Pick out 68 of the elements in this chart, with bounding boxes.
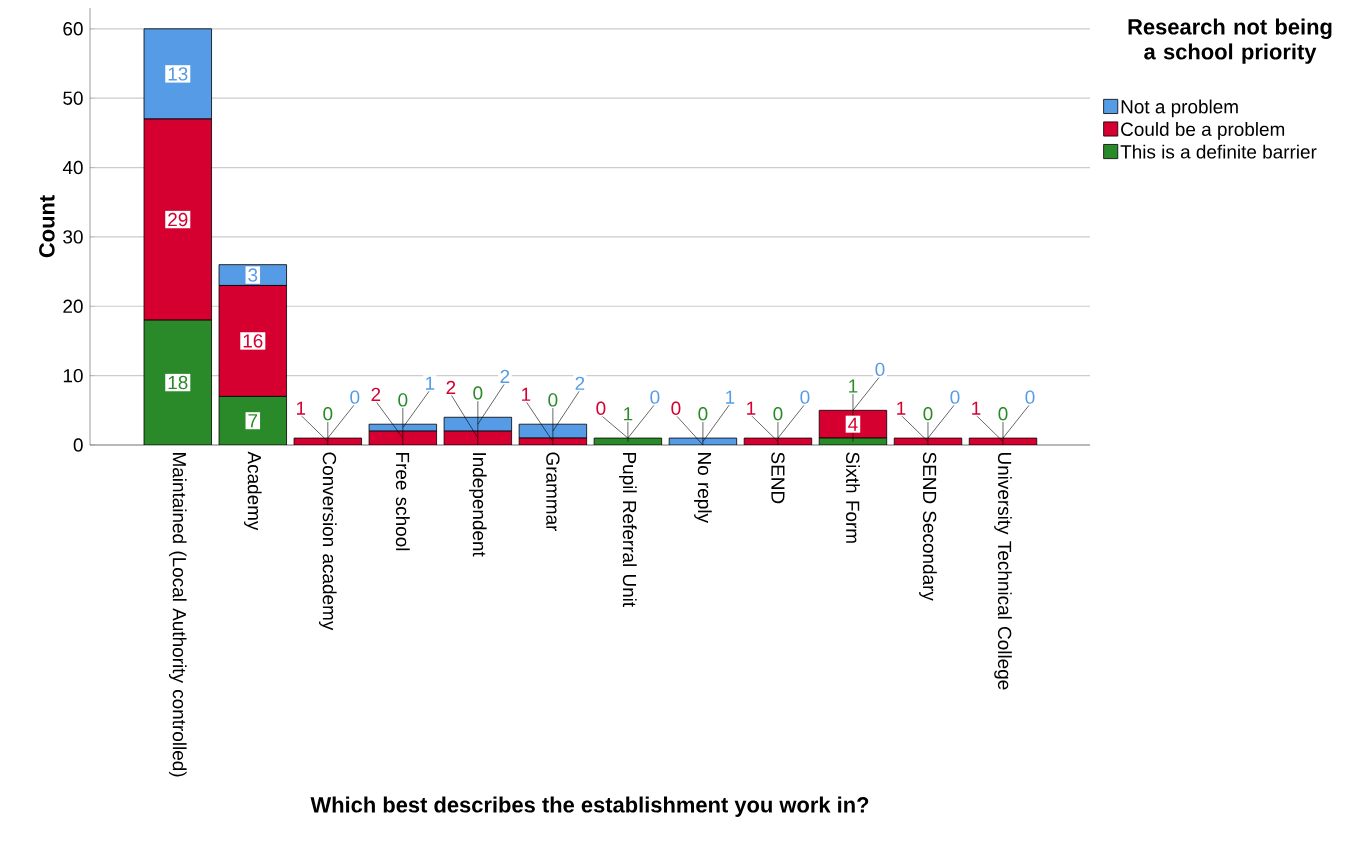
data-label: 0 [1025,390,1035,404]
bar [218,396,287,445]
data-label: 0 [773,407,783,421]
bar [218,285,287,397]
y-tick-label: 60 [63,22,83,36]
bar [143,118,212,321]
data-label: 1 [897,401,906,415]
bar [143,319,212,445]
data-label: 1 [726,390,735,404]
bar [818,409,888,439]
legend-label: Could be a problem [1121,122,1285,140]
data-label: 1 [747,401,756,415]
data-label: 2 [575,376,585,390]
data-label: 1 [426,376,435,390]
data-label: 4 [848,417,858,431]
x-tick-label: University Technical College [994,452,1012,690]
x-tick-label: Independent [469,453,487,557]
x-tick-label: Conversion academy [319,452,337,631]
data-label: 0 [875,362,885,377]
data-label: 7 [248,414,258,428]
x-axis-title: Which best describes the establishment you work in? [310,796,869,817]
data-label: 13 [168,67,188,81]
y-tick-label: 10 [63,368,83,383]
x-tick-label: SEND [771,452,785,504]
data-label: 16 [243,334,263,348]
data-label: 0 [671,401,681,415]
data-label: 1 [296,401,306,415]
data-label: 0 [650,390,660,404]
legend-title: Research not being a school priority [1128,18,1332,64]
y-axis-title: Count [39,195,55,258]
data-label: 2 [371,387,381,401]
y-tick-label: 40 [62,160,83,175]
data-label: 1 [849,379,858,393]
x-tick-label: Sixth Form [846,452,860,543]
y-tick-label: 30 [63,230,83,244]
data-label: 29 [168,212,188,227]
data-label: 2 [500,369,510,383]
data-label: 0 [548,393,558,407]
data-label: 0 [998,407,1008,421]
x-tick-label: Academy [243,451,262,531]
data-label: 0 [398,393,408,407]
data-label: 0 [800,390,810,404]
x-tick-label: No reply [694,453,712,523]
data-label: 0 [698,407,708,421]
data-label: 0 [323,407,333,421]
data-label: 1 [522,387,531,401]
bar [218,264,287,286]
data-label: 0 [596,401,606,415]
data-label: 3 [248,268,258,282]
x-tick-label: Free school [395,453,410,551]
x-tick-label: Grammar [546,452,560,532]
data-label: 0 [350,390,360,404]
legend-label: This is a definite barrier [1120,144,1317,159]
data-label: 0 [923,407,933,421]
x-tick-label: Maintained (Local Authority controlled) [168,453,187,777]
x-tick-label: SEND Secondary [919,452,937,601]
x-tick-label: Pupil Referral Unit [619,453,637,608]
data-label: 1 [972,401,981,415]
y-tick-label: 50 [63,91,83,105]
data-label: 18 [168,375,188,390]
legend-label: Not a problem [1121,99,1238,118]
data-label: 0 [950,390,960,404]
data-label: 2 [446,380,456,395]
data-label: 1 [624,407,633,421]
data-label: 0 [473,386,483,400]
y-tick-label: 0 [73,438,83,452]
bar [143,28,212,120]
y-tick-label: 20 [63,299,83,313]
